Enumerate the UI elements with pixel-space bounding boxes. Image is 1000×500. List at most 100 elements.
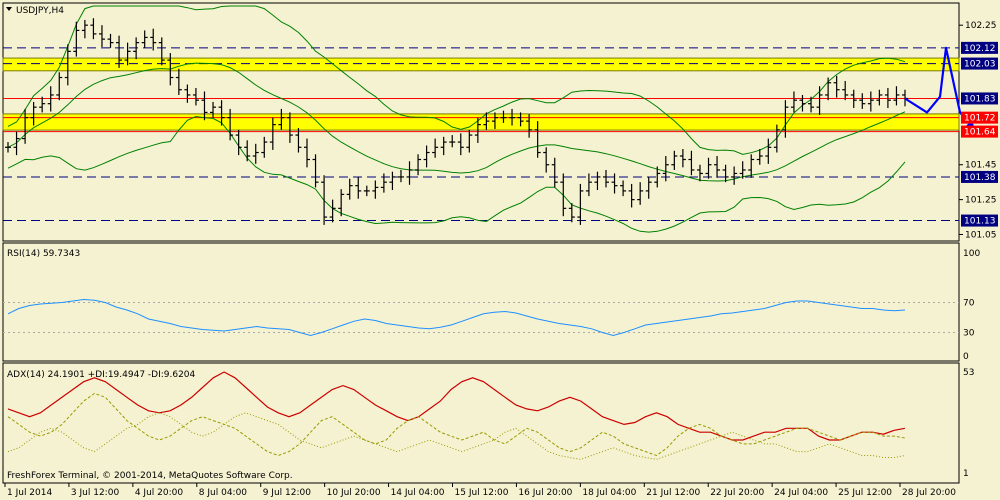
price-bar <box>474 117 481 143</box>
zone-band <box>2 113 960 131</box>
price-bar <box>397 169 404 183</box>
price-bar <box>611 173 618 194</box>
time-tick-label: 22 Jul 20:00 <box>710 488 764 498</box>
price-bar <box>192 87 199 106</box>
price-bar <box>748 154 755 178</box>
price-bar <box>158 37 165 66</box>
price-bar <box>201 91 208 121</box>
rsi-panel: 100 70 30 0 <box>3 249 980 362</box>
price-axis-ticks: 102.25 101.45 101.25 101.05 <box>959 21 997 241</box>
adx-panel-frame <box>2 362 960 484</box>
price-bar <box>73 21 80 57</box>
price-bar <box>808 96 815 113</box>
price-bar <box>825 77 832 101</box>
time-tick-label: 25 Jul 12:00 <box>838 488 892 498</box>
price-bar <box>739 161 746 179</box>
time-axis-ticks: 1 Jul 2014 3 Jul 12:00 4 Jul 20:00 8 Jul 04… <box>4 483 956 498</box>
price-tick-label: 102.25 <box>965 21 997 31</box>
bollinger-upper <box>7 5 906 155</box>
price-bar <box>679 149 686 168</box>
price-bar <box>756 149 763 165</box>
level-tag-label: 102.03 <box>964 60 996 70</box>
time-tick-label: 10 Jul 20:00 <box>327 488 381 498</box>
price-bar <box>39 96 46 113</box>
price-bar <box>842 81 849 101</box>
adx-tick-label: 53 <box>963 368 974 378</box>
price-bar <box>278 108 285 130</box>
time-tick-label: 28 Jul 20:00 <box>902 488 956 498</box>
time-tick-label: 15 Jul 12:00 <box>455 488 509 498</box>
price-bar <box>98 25 105 47</box>
price-bar <box>790 91 797 113</box>
level-tag-label: 101.64 <box>964 128 996 138</box>
price-bar <box>671 150 678 170</box>
price-bar <box>47 86 54 112</box>
price-tick-label: 101.25 <box>965 196 997 206</box>
level-tag-box <box>961 214 998 227</box>
price-bar <box>269 117 276 150</box>
price-bar <box>286 112 293 143</box>
rsi-tick-label: 100 <box>963 249 980 259</box>
time-tick-label: 8 Jul 04:00 <box>199 488 248 498</box>
price-bar <box>594 171 601 191</box>
price-bar <box>64 44 71 86</box>
symbol-label: USDJPY,H4 <box>16 6 64 16</box>
price-bar <box>227 108 234 141</box>
price-bar <box>440 136 447 156</box>
price-bar <box>773 124 780 153</box>
price-bar <box>449 135 456 148</box>
level-tag-box <box>961 111 998 124</box>
price-bar <box>867 91 874 112</box>
dropdown-triangle-icon[interactable] <box>6 7 12 11</box>
time-tick-label: 1 Jul 2014 <box>7 488 52 498</box>
price-bar <box>261 136 268 158</box>
price-bar <box>799 94 806 112</box>
price-bar <box>577 183 584 225</box>
zone-band <box>2 57 960 72</box>
price-bar <box>406 161 413 185</box>
price-bar <box>56 72 63 101</box>
price-bar <box>833 75 840 98</box>
price-bar <box>688 150 695 176</box>
rsi-label: RSI(14) 59.7343 <box>7 249 80 259</box>
price-bar <box>415 154 422 176</box>
price-bar <box>850 89 857 109</box>
price-bar <box>13 131 20 156</box>
time-tick-label: 4 Jul 20:00 <box>135 488 184 498</box>
price-bar <box>620 180 627 197</box>
price-bar <box>534 121 541 158</box>
price-bar <box>5 142 11 153</box>
price-bar <box>432 138 439 158</box>
price-bar <box>372 180 379 199</box>
support-resistance-zones <box>2 57 960 131</box>
price-bar <box>81 19 88 39</box>
adx-line <box>7 371 906 441</box>
price-bar <box>457 133 464 156</box>
price-bar <box>568 203 575 223</box>
bollinger-lower <box>7 115 906 233</box>
price-bar <box>696 164 703 182</box>
price-bar <box>210 101 217 118</box>
price-bar <box>483 112 490 130</box>
price-level-tags: 102.12 102.03 101.83 101.72 101.64 101.38 101.… <box>961 41 998 227</box>
level-tag-box <box>961 125 998 138</box>
price-bar <box>722 164 729 183</box>
price-bar <box>321 175 328 225</box>
level-tag: 102.12 <box>961 41 998 54</box>
rsi-tick-label: 70 <box>963 299 975 309</box>
price-bar <box>893 86 900 106</box>
price-bar <box>304 138 310 168</box>
level-tag: 101.64 <box>961 125 998 138</box>
price-bars <box>5 18 908 225</box>
price-bar <box>90 18 97 40</box>
level-tag-label: 101.72 <box>964 114 996 124</box>
time-tick-label: 9 Jul 12:00 <box>263 488 312 498</box>
level-tag-label: 101.13 <box>964 217 996 227</box>
price-bar <box>235 129 242 156</box>
level-tag-label: 102.12 <box>964 44 996 54</box>
level-tag: 102.03 <box>961 57 998 70</box>
price-bar <box>500 110 507 123</box>
price-bar <box>244 140 251 162</box>
price-bar <box>389 171 396 191</box>
